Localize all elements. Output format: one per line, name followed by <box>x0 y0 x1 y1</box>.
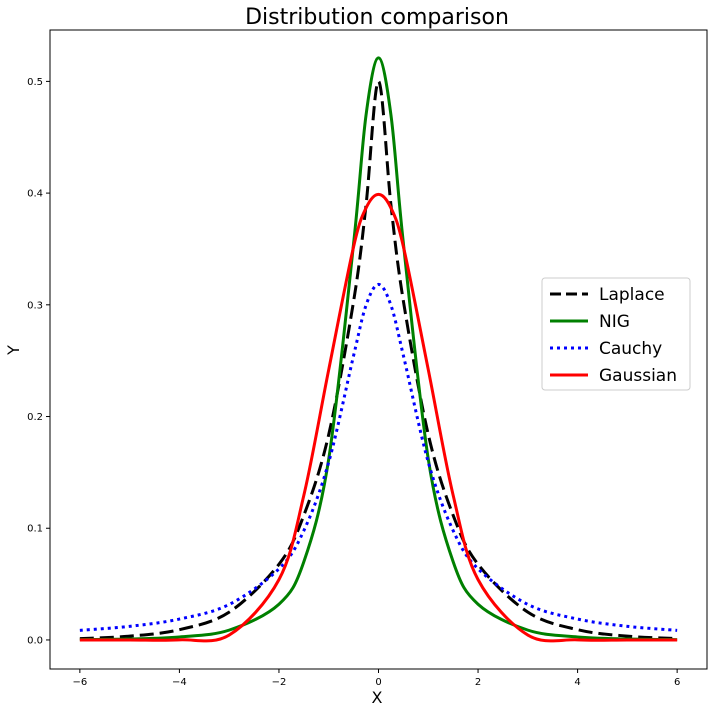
y-tick-label: 0.4 <box>27 189 43 200</box>
y-axis-label: Y <box>4 345 23 356</box>
legend: Laplace NIG Cauchy Gaussian <box>541 277 691 391</box>
series-line-cauchy <box>79 282 678 632</box>
legend-box <box>541 277 691 391</box>
y-tick-label: 0.2 <box>27 412 43 423</box>
legend-label-nig: NIG <box>599 312 630 332</box>
y-tick-label: 0.5 <box>27 77 43 88</box>
x-tick-label: −6 <box>72 677 87 688</box>
data-curves <box>79 56 678 643</box>
series-line-nig <box>79 56 678 642</box>
x-tick-label: 4 <box>574 677 580 688</box>
x-tick-label: 0 <box>375 677 381 688</box>
series-line-gaussian <box>79 192 678 643</box>
legend-label-cauchy: Cauchy <box>599 339 662 359</box>
y-tick-label: 0.3 <box>27 300 43 311</box>
series-line-laplace <box>79 79 678 641</box>
x-tick-label: −2 <box>272 677 287 688</box>
y-tick-label: 0.1 <box>27 524 43 535</box>
x-tick-label: −4 <box>172 677 187 688</box>
legend-label-laplace: Laplace <box>599 285 665 305</box>
y-axis-ticks: 0.0 0.1 0.2 0.3 0.4 0.5 <box>27 77 50 646</box>
chart-title: Distribution comparison <box>245 5 509 30</box>
y-tick-label: 0.0 <box>27 635 43 646</box>
legend-label-gaussian: Gaussian <box>599 366 677 386</box>
x-tick-label: 2 <box>475 677 481 688</box>
x-axis-label: X <box>372 688 383 707</box>
x-axis-ticks: −6 −4 −2 0 2 4 6 <box>72 669 680 688</box>
x-tick-label: 6 <box>674 677 680 688</box>
